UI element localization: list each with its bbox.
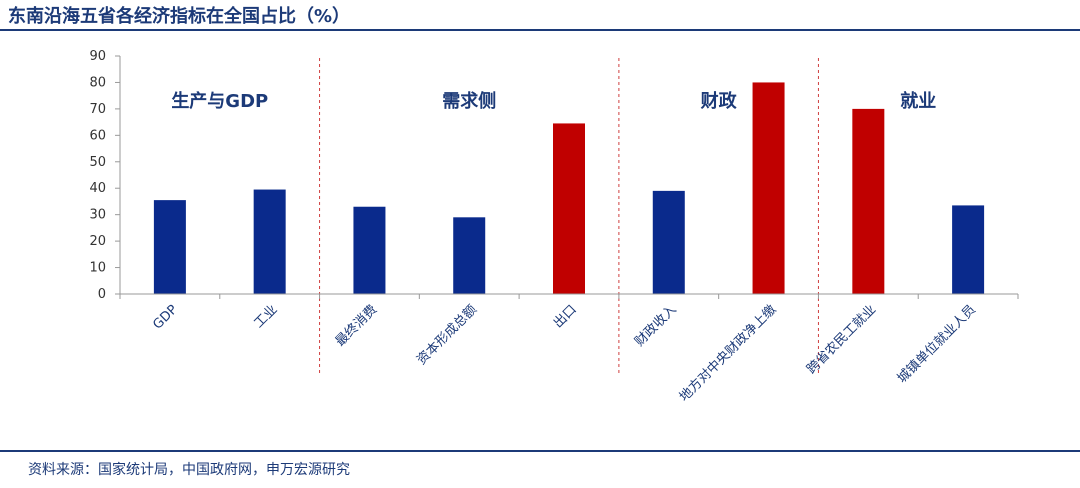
bar [652,190,685,294]
y-axis: 0 10 20 30 40 50 60 70 80 90 [89,49,121,302]
y-tick-label: 50 [89,155,106,170]
x-tick-label: 资本形成总额 [414,302,480,368]
source-note: 资料来源：国家统计局，中国政府网，申万宏源研究 [28,462,350,478]
y-tick-label: 30 [89,208,106,223]
group-labels: 生产与GDP 需求侧 财政 就业 [171,90,936,112]
bar [752,82,785,294]
x-tick-label: 出口 [551,302,580,331]
group-label: 财政 [701,90,738,112]
bar [553,123,585,294]
bar [952,205,985,294]
group-label: 就业 [900,90,936,112]
group-label: 需求侧 [442,90,496,112]
x-tick-label: GDP [150,302,180,332]
group-dividers [319,58,819,375]
bar-chart: 0 10 20 30 40 50 60 70 80 90 GDP 工业 最终消费 资本形成总额 出口 财政收… [89,49,1019,405]
bar [353,206,386,294]
x-tick-label: 城镇单位就业人员 [895,302,979,386]
y-tick-label: 60 [89,128,106,143]
y-tick-label: 70 [89,102,106,117]
x-tick-label: 地方对中央财政净上缴 [676,302,779,405]
y-tick-label: 10 [89,261,106,276]
bar [153,200,186,294]
chart-title: 东南沿海五省各经济指标在全国占比（%） [8,6,351,27]
x-tick-label: 最终消费 [332,302,380,350]
y-tick-label: 80 [89,75,106,90]
footer-divider [0,450,1080,452]
x-tick-label: 工业 [251,302,280,331]
y-tick-label: 0 [98,287,106,302]
bars [153,82,985,294]
title-divider [0,29,1080,31]
x-axis [119,293,1019,299]
y-tick-label: 90 [89,49,106,64]
x-tick-label: 跨省农民工就业 [804,302,879,377]
y-tick-label: 40 [89,181,106,196]
x-tick-label: 财政收入 [632,302,679,349]
group-label: 生产与GDP [171,90,268,112]
bar [253,189,286,294]
bar [852,108,885,294]
y-tick-label: 20 [89,234,106,249]
bar [453,217,486,294]
